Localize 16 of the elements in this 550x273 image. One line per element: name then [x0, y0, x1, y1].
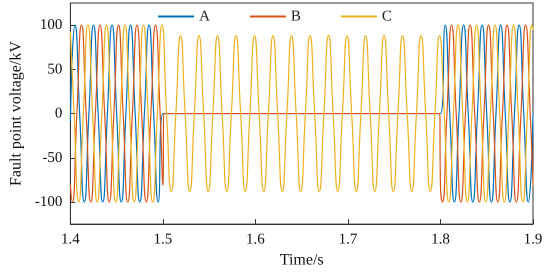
y-tick-label: -100 [34, 194, 62, 210]
legend-label: B [290, 8, 301, 24]
x-tick-label: 1.9 [524, 232, 542, 248]
y-tick-label: -50 [42, 150, 62, 166]
legend-label: A [199, 8, 210, 24]
x-axis-title: Time/s [280, 252, 324, 268]
y-axis-title: Fault point voltage/kV [8, 40, 24, 186]
y-tick-label: 50 [47, 61, 62, 78]
legend-label: C [382, 8, 392, 24]
y-tick-label: 100 [40, 17, 62, 34]
x-tick-label: 1.4 [61, 232, 80, 248]
y-tick-label: 0 [54, 106, 62, 122]
x-tick-label: 1.5 [154, 232, 172, 248]
x-tick-label: 1.8 [431, 232, 450, 248]
x-tick-label: 1.6 [246, 232, 266, 248]
x-tick-label: 1.7 [338, 232, 358, 248]
